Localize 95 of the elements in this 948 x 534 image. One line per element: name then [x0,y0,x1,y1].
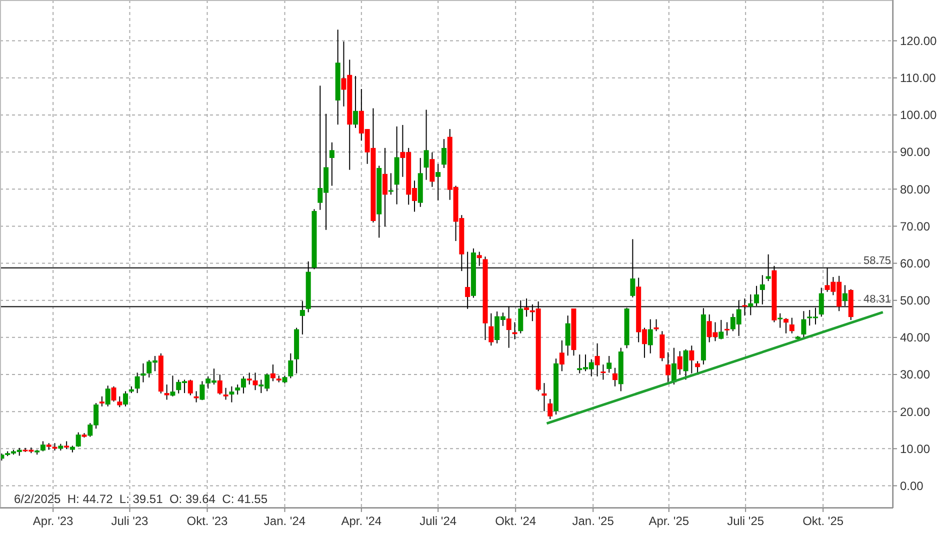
candlestick [594,342,600,377]
x-tick-label: Okt. '24 [495,514,536,528]
candlestick [223,387,228,400]
candlestick [548,398,553,420]
y-tick-label: 70.00 [900,219,930,234]
candlestick [648,318,653,354]
candlestick [488,312,494,346]
candlestick [40,440,46,452]
candlestick [754,285,760,306]
y-tick-label: 30.00 [900,368,930,382]
candlestick [111,386,116,402]
x-tick-label: Jan. '25 [572,514,614,528]
x-tick-label: Apr. '24 [341,514,382,528]
candlestick [524,298,530,318]
candlestick [559,340,564,372]
x-tick-label: Okt. '23 [186,514,228,528]
candlestick [329,142,334,186]
x-tick-label: Apr. '23 [32,514,74,528]
candlestick [246,372,252,386]
x-tick-label: Juli '23 [111,514,149,528]
y-tick-label: 20.00 [900,404,930,419]
candlestick [512,322,518,340]
candlestick [748,294,754,316]
candlestick [654,318,659,332]
ref-line-label: 58.75 [863,254,891,267]
candlestick [123,390,128,407]
y-tick-label: 80.00 [900,182,930,196]
candlestick [518,300,524,334]
candlestick [718,319,724,340]
candlestick [441,138,446,168]
candlestick [630,238,636,298]
x-tick-label: Juli '24 [420,514,457,528]
candlestick [76,432,81,448]
candlestick [778,312,783,328]
candlestick [436,163,441,201]
candlestick [424,109,429,180]
candlestick [695,360,700,374]
x-tick-label: Juli '25 [727,514,764,528]
candlestick [164,384,170,400]
candlestick [842,284,848,306]
candlestick [252,372,258,391]
candlestick [683,348,688,380]
candlestick [140,362,146,383]
candlestick [240,376,246,394]
annotation: 6/2/2025 H: 44.72 L: 39.51 O: 39.64 C: 41.55 [14,492,268,506]
x-tick-label: Jan. '24 [264,514,306,528]
candlestick [170,375,176,397]
candlestick [134,372,140,394]
candlestick [288,352,294,379]
candlestick [600,364,606,380]
candlestick [476,251,482,266]
candlestick [724,322,730,336]
candlestick [465,251,470,310]
y-tick-label: 110.00 [900,71,936,86]
candlestick [105,385,110,407]
x-tick-label: Okt. '25 [802,514,844,528]
y-tick-label: 90.00 [900,145,930,160]
y-tick-label: 0.00 [900,478,924,493]
candlestick [666,352,671,384]
candlestick [542,382,547,412]
candlestick [660,330,665,362]
candlestick [506,306,512,348]
y-tick-label: 100.00 [900,108,938,122]
candlestick [784,318,789,334]
y-tick-label: 40.00 [900,330,930,345]
candlestick [388,172,394,196]
candlestick [200,380,205,401]
candlestick [565,315,570,356]
candlestick [612,367,618,387]
candlestick [689,345,694,374]
candlestick [677,350,682,376]
y-tick-label: 60.00 [900,256,930,270]
candlestick [760,274,765,305]
candlestick [229,386,234,403]
y-tick-label: 10.00 [900,442,930,456]
candlestick [99,396,104,407]
candlestick [789,317,794,334]
candlestick [300,300,305,335]
candlestick [188,379,193,396]
y-tick-label: 120.00 [900,34,938,48]
candlestick [353,76,358,128]
candlestick [766,254,771,282]
x-tick-label: Apr. '25 [648,514,690,528]
candlestick [235,384,240,396]
candlestick [801,310,806,340]
candlestick [606,355,612,374]
candlestick [270,364,276,382]
candlestick [742,298,748,316]
candlestick [382,147,388,228]
candlestick [818,287,824,318]
candlestick [217,374,222,396]
candlestick [430,152,435,188]
ref-line-label: 48.31 [863,294,891,306]
y-tick-label: 50.00 [900,294,930,308]
candlestick [117,396,122,408]
